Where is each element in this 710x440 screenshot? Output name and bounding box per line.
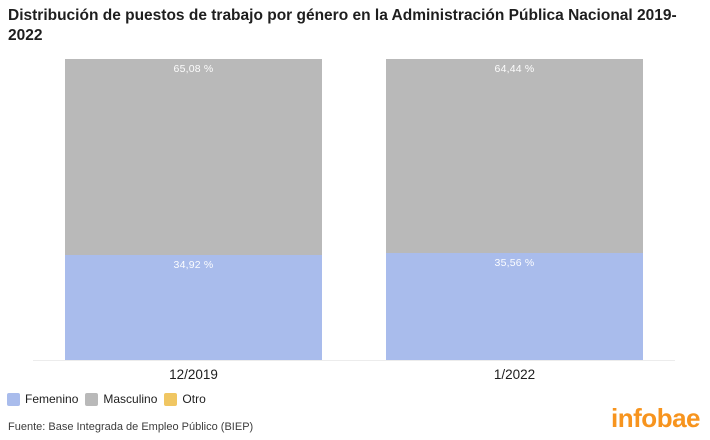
legend-label: Femenino [25,392,79,406]
value-label: 64,44 % [494,63,535,75]
value-label: 34,92 % [173,258,214,271]
chart-title: Distribución de puestos de trabajo por g… [8,7,677,45]
segment-masculino-1-2022[interactable]: 64,44 % [386,59,643,253]
x-tick-label: 12/2019 [169,367,218,382]
value-label: 65,08 % [173,63,214,75]
segment-masculino-12-2019[interactable]: 65,08 % [65,59,322,255]
infobae-logo: infobae [611,403,700,433]
bar-1-2022[interactable]: 64,44 % 35,56 % [386,59,643,360]
legend-item-masculino[interactable]: Masculino [85,392,157,406]
plot-area: 65,08 % 34,92 % 64,44 % 35,56 % [33,59,675,361]
source-note: Fuente: Base Integrada de Empleo Público… [8,421,254,433]
legend-label: Masculino [103,392,158,406]
x-tick-label: 1/2022 [493,367,536,382]
legend: Femenino Masculino Otro [7,392,206,406]
legend-swatch-otro [164,392,178,406]
value-label: 35,56 % [494,256,535,269]
legend-item-otro[interactable]: Otro [164,392,206,406]
segment-femenino-12-2019[interactable]: 34,92 % [65,254,322,360]
legend-item-femenino[interactable]: Femenino [7,392,78,406]
bar-12-2019[interactable]: 65,08 % 34,92 % [65,59,322,360]
x-axis: 12/2019 1/2022 [33,367,675,382]
legend-swatch-femenino [7,392,20,406]
segment-femenino-1-2022[interactable]: 35,56 % [386,252,643,360]
legend-label: Otro [182,392,206,406]
legend-swatch-masculino [85,392,99,406]
